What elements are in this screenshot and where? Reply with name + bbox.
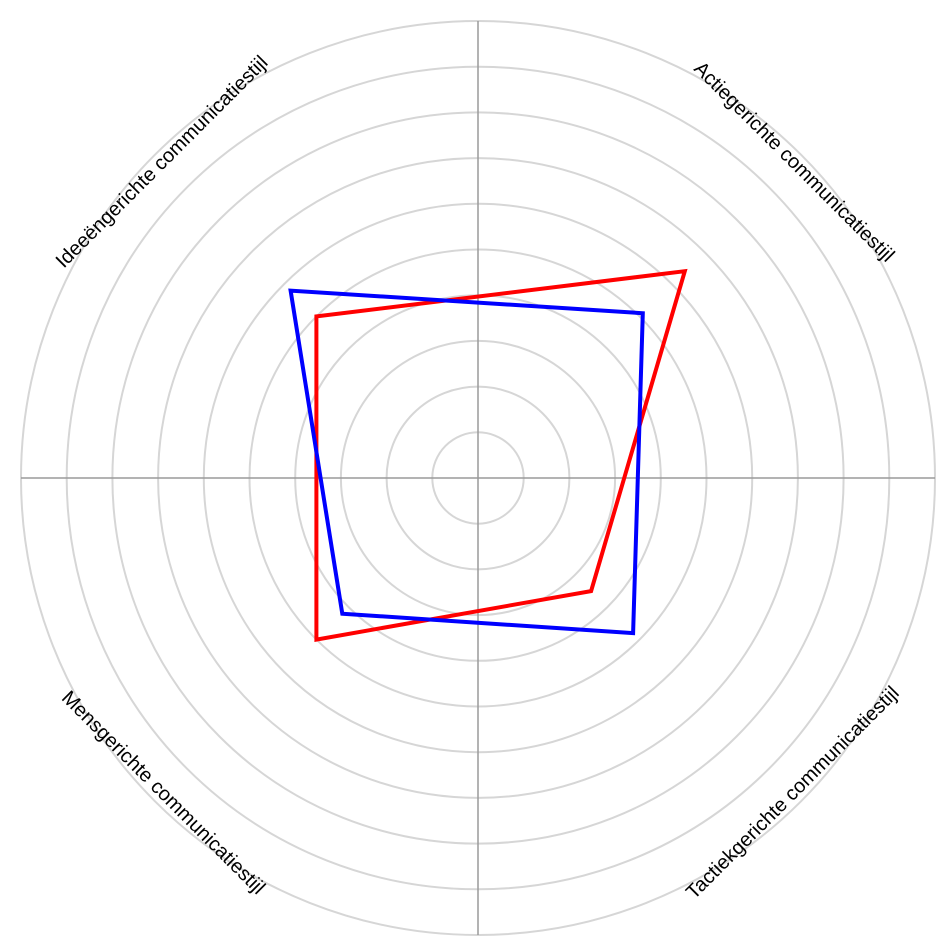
label-mensgericht: Mensgerichte communicatiestijl bbox=[57, 687, 269, 899]
series-group bbox=[288, 268, 688, 642]
label-ideeengericht: Ideeëngerichte communicatiestijl bbox=[52, 52, 273, 273]
series-1-line bbox=[314, 268, 688, 642]
label-tactiekgericht: Tactiekgerichte communicatiestijl bbox=[682, 682, 903, 903]
series-2-line bbox=[288, 288, 645, 636]
label-actiegericht: Actiegerichte communicatiestijl bbox=[689, 58, 898, 267]
axis-lines bbox=[21, 21, 935, 935]
